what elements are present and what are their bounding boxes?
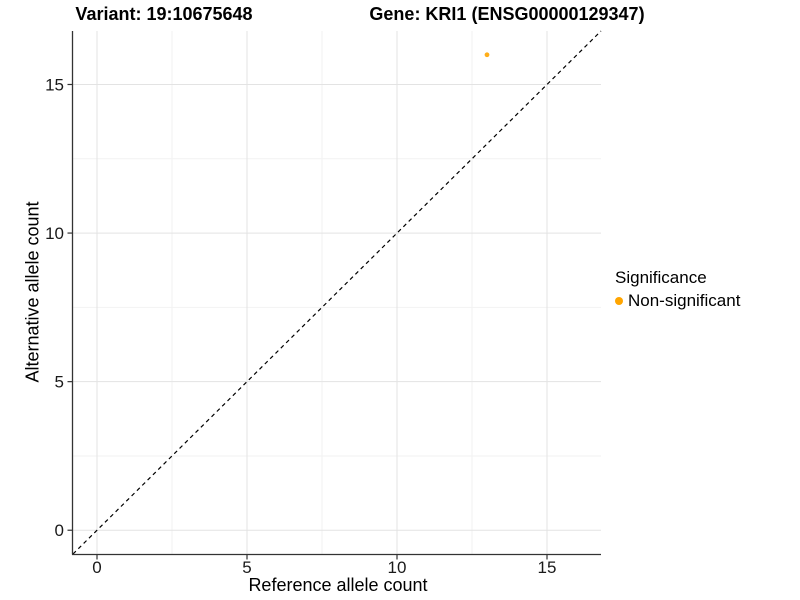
legend-point-swatch: [615, 297, 623, 305]
x-tick-label: 5: [242, 558, 251, 577]
y-tick-label: 15: [45, 75, 64, 94]
data-point: [484, 52, 490, 58]
y-tick-label: 10: [45, 224, 64, 243]
x-axis-title: Reference allele count: [248, 575, 428, 595]
plot-title-variant: Variant: 19:10675648: [75, 4, 253, 24]
x-tick-label: 15: [538, 558, 557, 577]
x-tick-label: 0: [92, 558, 101, 577]
plot-title-gene: Gene: KRI1 (ENSG00000129347): [369, 4, 645, 24]
legend: Significance Non-significant: [615, 268, 740, 311]
y-axis-title: Alternative allele count: [22, 201, 43, 383]
y-tick-label: 5: [55, 373, 64, 392]
identity-line: [72, 30, 602, 555]
legend-title: Significance: [615, 268, 707, 287]
legend-item: Non-significant: [615, 291, 740, 311]
x-tick-label: 10: [388, 558, 407, 577]
y-tick-label: 0: [55, 521, 64, 540]
legend-item-label: Non-significant: [628, 291, 741, 310]
